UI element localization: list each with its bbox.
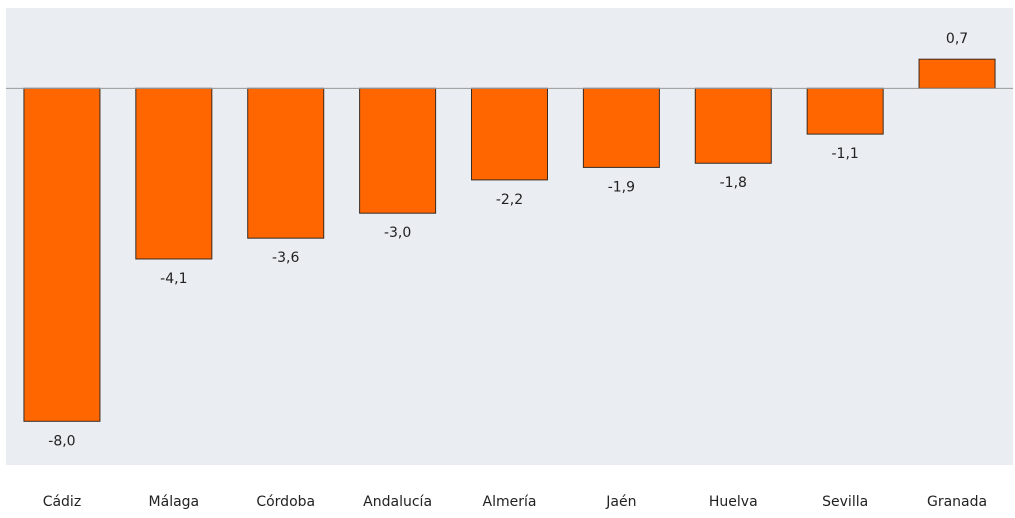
bar (359, 87, 437, 214)
data-label: -8,0 (48, 433, 75, 449)
x-tick-label: Sevilla (822, 494, 868, 510)
bar (806, 87, 884, 135)
data-label: -2,2 (496, 192, 523, 208)
bar (135, 87, 213, 260)
data-label: -3,6 (272, 250, 299, 266)
bar (247, 87, 325, 239)
data-label: -1,1 (832, 146, 859, 162)
x-tick-label: Huelva (709, 494, 758, 510)
data-label: -4,1 (160, 271, 187, 287)
data-label: -1,9 (608, 179, 635, 195)
bar (694, 87, 772, 164)
x-tick-label: Málaga (149, 494, 200, 510)
data-label: 0,7 (946, 31, 968, 47)
bar (918, 58, 996, 89)
bar (471, 87, 548, 181)
x-tick-label: Andalucía (363, 494, 432, 510)
data-label: -3,0 (384, 225, 411, 241)
x-tick-label: Granada (927, 494, 987, 510)
bar (582, 87, 660, 168)
x-tick-label: Córdoba (256, 494, 315, 510)
x-tick-label: Cádiz (43, 494, 81, 510)
data-label: -1,8 (720, 175, 747, 191)
x-tick-label: Almería (483, 494, 537, 510)
bar (23, 87, 101, 422)
x-tick-label: Jaén (605, 494, 636, 510)
